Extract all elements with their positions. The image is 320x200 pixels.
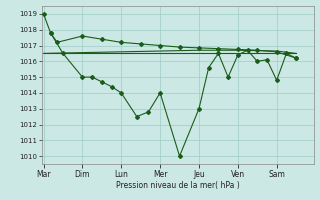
X-axis label: Pression niveau de la mer( hPa ): Pression niveau de la mer( hPa ) bbox=[116, 181, 239, 190]
